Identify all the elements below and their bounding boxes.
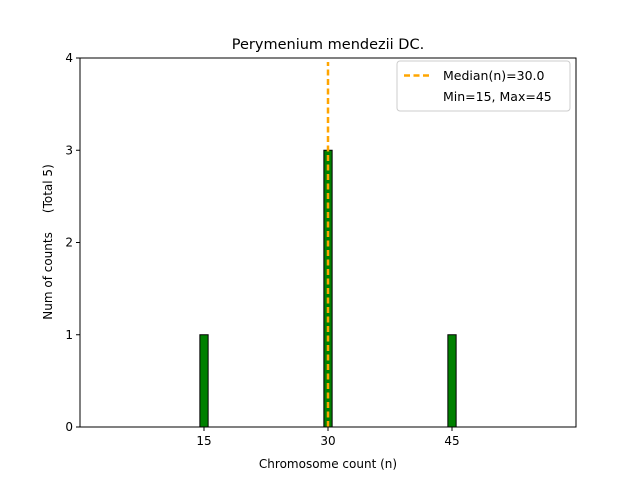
chart-title: Perymenium mendezii DC. — [232, 37, 424, 53]
legend: Median(n)=30.0 Min=15, Max=45 — [396, 60, 571, 112]
x-tick-label: 45 — [444, 434, 459, 448]
x-axis-label: Chromosome count (n) — [259, 457, 397, 471]
x-tick-label: 15 — [196, 434, 211, 448]
y-tick-label: 2 — [65, 236, 73, 250]
y-axis-label: Num of counts (Total 5) — [41, 164, 55, 319]
x-ticks: 15 30 45 — [196, 427, 460, 448]
bar — [199, 334, 209, 428]
bar — [447, 334, 457, 428]
x-tick-label: 30 — [320, 434, 335, 448]
legend-frame — [396, 60, 571, 112]
y-tick-label: 3 — [65, 143, 73, 157]
legend-entry-median: Median(n)=30.0 — [443, 68, 544, 83]
y-tick-label: 4 — [65, 51, 73, 65]
legend-entry-minmax: Min=15, Max=45 — [443, 89, 552, 104]
y-tick-label: 0 — [65, 420, 73, 434]
y-ticks: 0 1 2 3 4 — [65, 51, 80, 434]
y-tick-label: 1 — [65, 328, 73, 342]
